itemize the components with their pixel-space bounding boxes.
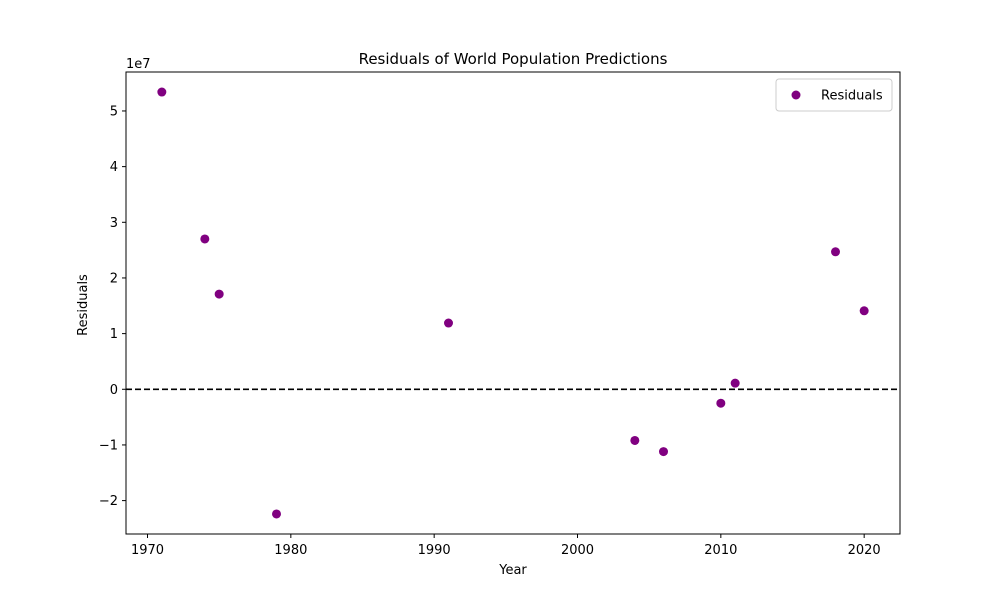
data-point: [716, 398, 726, 408]
legend-box: [775, 78, 893, 112]
data-point: [730, 378, 740, 388]
legend-marker: [791, 90, 801, 100]
x-tick-label: 1970: [131, 543, 164, 558]
data-point: [214, 289, 224, 299]
y-tick-label: 0: [110, 383, 118, 398]
data-point: [630, 435, 640, 445]
x-tick-label: 2000: [561, 543, 594, 558]
y-axis-label: Residuals: [76, 274, 91, 336]
x-tick-label: 1980: [274, 543, 307, 558]
x-tick-label: 2020: [848, 543, 881, 558]
chart-title: Residuals of World Population Prediction…: [359, 50, 668, 68]
data-point: [659, 447, 668, 457]
y-tick-label: 2: [110, 271, 118, 286]
data-point: [157, 87, 167, 97]
y-tick-label: 1: [110, 327, 118, 342]
axes-frame: [125, 71, 901, 535]
plot-area: 1970 1980 1990 2000 2010 2020 −2 −1 0 1 2 3 4 5 Residu…: [99, 71, 901, 558]
y-tick-label: −2: [99, 494, 118, 509]
y-tick-label: 5: [110, 104, 118, 119]
data-point: [272, 509, 281, 519]
y-tick-label: −1: [99, 438, 118, 453]
data-point: [831, 247, 840, 257]
x-tick-label: 1990: [418, 543, 451, 558]
data-point: [859, 306, 869, 316]
y-tick-label: 4: [110, 160, 118, 175]
x-tick-label: 2010: [704, 543, 737, 558]
legend-entry-label: Residuals: [821, 89, 883, 104]
data-point: [444, 318, 453, 328]
y-axis-offset-label: 1e7: [126, 57, 151, 72]
data-point: [200, 234, 210, 244]
y-tick-label: 3: [110, 216, 118, 231]
x-axis-label: Year: [498, 563, 527, 578]
